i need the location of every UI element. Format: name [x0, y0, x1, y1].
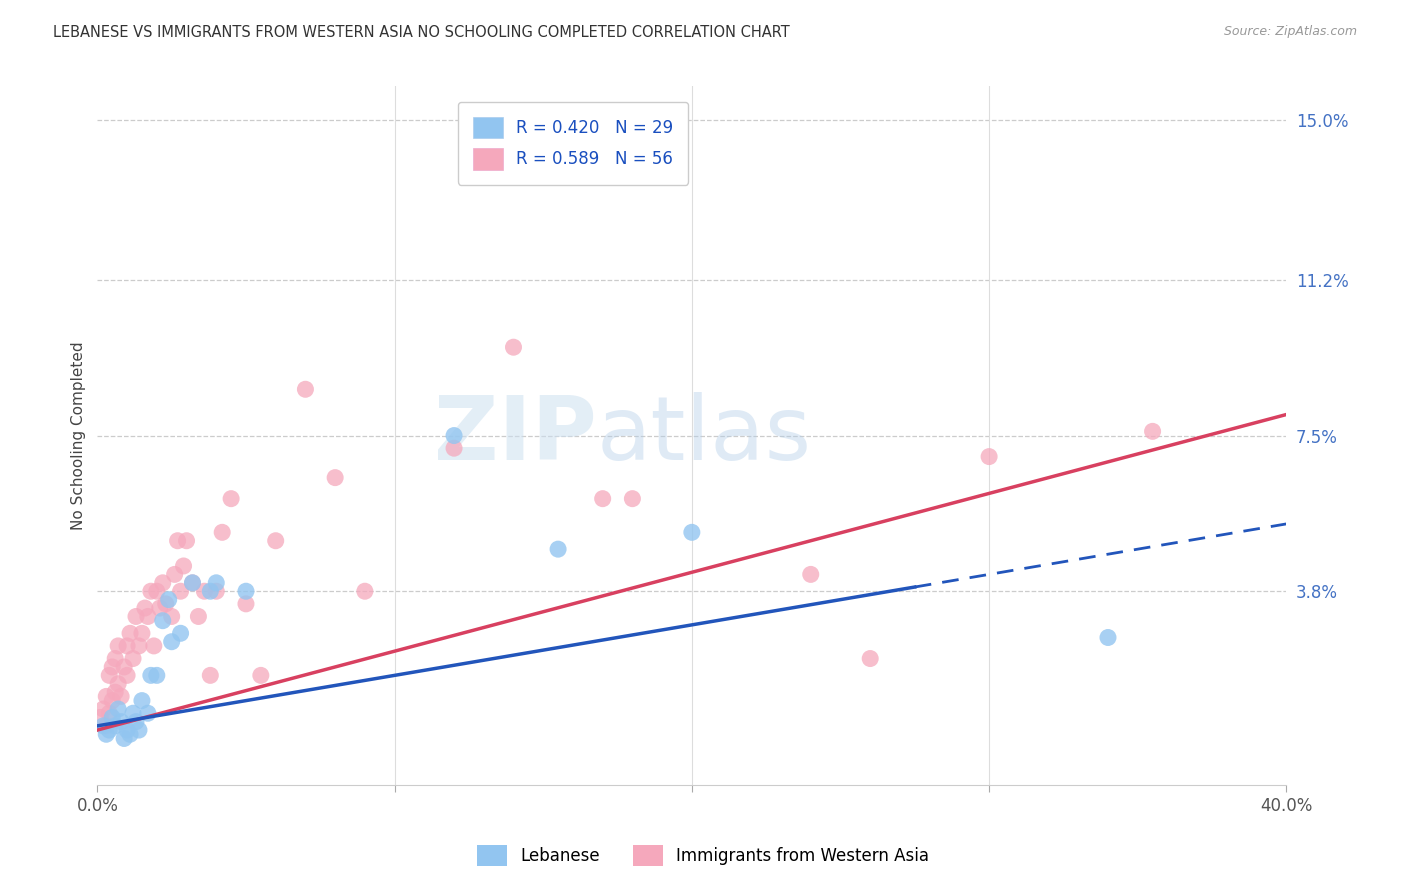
Point: [134, 601, 156, 615]
Point: [122, 706, 145, 721]
Legend: Lebanese, Immigrants from Western Asia: Lebanese, Immigrants from Western Asia: [470, 838, 936, 873]
Point: [136, 609, 159, 624]
Point: [107, 702, 129, 716]
Point: [112, 660, 135, 674]
Point: [502, 340, 524, 354]
Point: [110, 690, 132, 704]
Y-axis label: No Schooling Completed: No Schooling Completed: [72, 342, 86, 530]
Point: [1142, 425, 1164, 439]
Point: [205, 584, 228, 599]
Point: [621, 491, 644, 506]
Point: [264, 533, 287, 548]
Text: LEBANESE VS IMMIGRANTS FROM WESTERN ASIA NO SCHOOLING COMPLETED CORRELATION CHAR: LEBANESE VS IMMIGRANTS FROM WESTERN ASIA…: [53, 25, 790, 40]
Point: [160, 634, 183, 648]
Point: [323, 470, 346, 484]
Point: [91, 719, 114, 733]
Text: Source: ZipAtlas.com: Source: ZipAtlas.com: [1223, 25, 1357, 38]
Point: [104, 719, 127, 733]
Point: [139, 668, 162, 682]
Point: [250, 668, 273, 682]
Point: [205, 575, 228, 590]
Point: [681, 525, 703, 540]
Point: [354, 584, 377, 599]
Point: [118, 626, 141, 640]
Point: [98, 668, 121, 682]
Point: [96, 719, 118, 733]
Point: [98, 706, 121, 721]
Point: [96, 690, 118, 704]
Point: [104, 685, 127, 699]
Point: [89, 710, 111, 724]
Point: [122, 651, 145, 665]
Legend: R = 0.420   N = 29, R = 0.589   N = 56: R = 0.420 N = 29, R = 0.589 N = 56: [458, 102, 688, 185]
Point: [169, 626, 191, 640]
Point: [443, 441, 465, 455]
Point: [235, 584, 257, 599]
Point: [157, 592, 180, 607]
Point: [98, 723, 121, 737]
Point: [200, 668, 222, 682]
Point: [1097, 631, 1119, 645]
Point: [443, 428, 465, 442]
Point: [211, 525, 233, 540]
Point: [91, 702, 114, 716]
Text: atlas: atlas: [596, 392, 811, 479]
Point: [173, 559, 195, 574]
Point: [169, 584, 191, 599]
Point: [139, 584, 162, 599]
Point: [166, 533, 188, 548]
Point: [110, 714, 132, 729]
Point: [131, 626, 153, 640]
Point: [112, 731, 135, 746]
Point: [294, 382, 316, 396]
Point: [977, 450, 1000, 464]
Point: [96, 727, 118, 741]
Point: [107, 639, 129, 653]
Point: [115, 668, 138, 682]
Point: [547, 542, 569, 557]
Point: [800, 567, 823, 582]
Point: [128, 723, 150, 737]
Point: [125, 609, 148, 624]
Point: [118, 727, 141, 741]
Point: [592, 491, 614, 506]
Point: [149, 601, 172, 615]
Point: [104, 651, 127, 665]
Point: [219, 491, 242, 506]
Point: [152, 575, 174, 590]
Point: [101, 660, 124, 674]
Point: [163, 567, 186, 582]
Point: [193, 584, 215, 599]
Point: [131, 693, 153, 707]
Point: [155, 597, 177, 611]
Point: [125, 714, 148, 729]
Point: [176, 533, 198, 548]
Point: [181, 575, 204, 590]
Point: [200, 584, 222, 599]
Point: [146, 668, 169, 682]
Point: [187, 609, 209, 624]
Point: [128, 639, 150, 653]
Point: [101, 693, 124, 707]
Point: [152, 614, 174, 628]
Point: [160, 609, 183, 624]
Point: [859, 651, 882, 665]
Point: [136, 706, 159, 721]
Point: [115, 639, 138, 653]
Point: [115, 723, 138, 737]
Point: [181, 575, 204, 590]
Text: ZIP: ZIP: [434, 392, 596, 479]
Point: [146, 584, 169, 599]
Point: [101, 710, 124, 724]
Point: [235, 597, 257, 611]
Point: [142, 639, 165, 653]
Point: [107, 677, 129, 691]
